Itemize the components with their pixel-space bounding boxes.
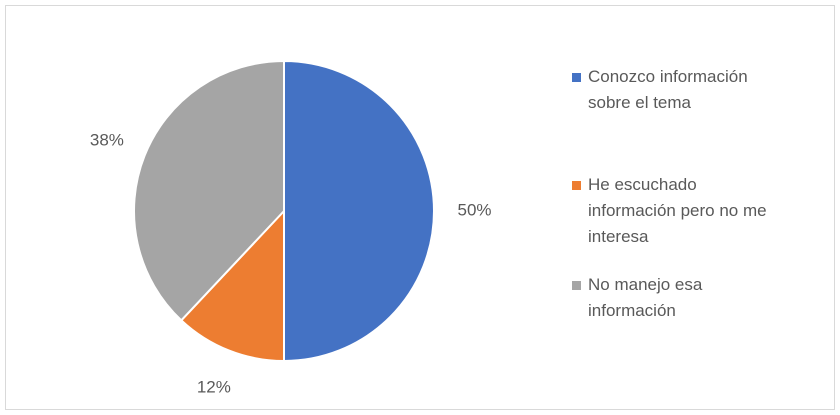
legend-label: He escuchado información pero no me inte… (588, 175, 767, 246)
legend-label: No manejo esa información (588, 275, 703, 320)
data-label: 50% (457, 200, 491, 219)
legend-label: Conozco información sobre el tema (588, 67, 748, 112)
legend-entry: Conozco información sobre el tema (572, 64, 788, 116)
legend-swatch (572, 181, 581, 190)
data-label: 12% (197, 378, 231, 397)
legend-entry: No manejo esa información (572, 272, 788, 324)
data-label: 38% (90, 130, 124, 149)
legend-entry: He escuchado información pero no me inte… (572, 172, 788, 250)
pie-slice (179, 208, 285, 363)
legend-swatch (572, 73, 581, 82)
pie-slice (133, 59, 285, 322)
legend-swatch (572, 281, 581, 290)
pie-slice (283, 59, 435, 363)
